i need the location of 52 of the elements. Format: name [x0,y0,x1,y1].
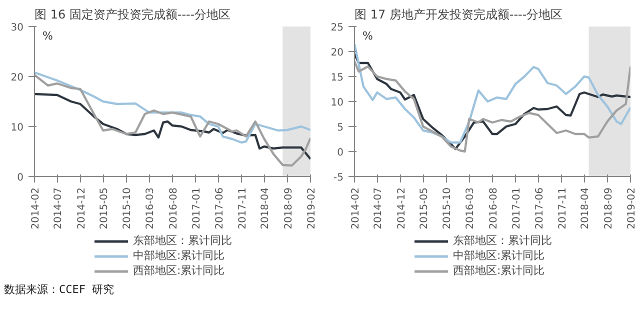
y-tick-label: 10 [10,122,24,134]
x-tick-label: 2018-04 [580,187,592,230]
line-series [354,42,630,144]
legend-label: 中部地区:累计同比 [133,248,225,263]
y-tick-label: 0 [17,172,24,184]
x-tick-label: 2014-12 [76,187,88,230]
x-tick-label: 2016-08 [168,187,180,230]
y-tick-label: 30 [10,22,24,34]
legend-label: 西部地区:累计同比 [133,263,225,278]
y-axis-title: % [362,30,373,42]
legend-label: 东部地区：累计同比 [453,233,552,248]
x-tick-label: 2016-03 [145,187,156,230]
x-tick-label: 2018-09 [603,187,614,230]
chart-title: 图 16 固定资产投资完成额----分地区 [34,8,231,22]
x-tick-label: 2019-02 [306,187,318,230]
legend-label: 东部地区：累计同比 [133,233,232,248]
x-tick-label: 2014-12 [396,187,408,230]
y-tick-label: 0 [337,148,344,158]
x-tick-label: 2018-09 [283,187,294,230]
y-tick-label: 5 [337,122,344,134]
x-tick-label: 2017-06 [534,187,546,230]
x-tick-label: 2017-11 [237,187,248,230]
x-tick-label: 2017-01 [511,187,522,230]
y-tick-label: 10 [330,98,344,108]
x-tick-label: 2015-10 [442,187,454,230]
y-tick-label: 25 [330,22,344,34]
x-tick-label: 2017-06 [214,187,226,230]
line-series [34,74,310,167]
x-tick-label: 2017-01 [191,187,202,230]
x-tick-label: 2017-11 [557,187,568,230]
line-series [34,92,310,160]
x-tick-label: 2015-05 [99,187,110,230]
y-tick-label: -5 [334,172,344,184]
x-tick-label: 2014-07 [53,187,64,230]
x-tick-label: 2014-07 [373,187,384,230]
legend-label: 西部地区:累计同比 [453,263,545,278]
chart-title: 图 17 房地产开发投资完成额----分地区 [354,8,563,22]
y-axis-title: % [42,30,53,42]
x-tick-label: 2015-05 [419,187,430,230]
x-tick-label: 2014-02 [30,187,42,230]
x-tick-label: 2016-08 [488,187,500,230]
x-tick-label: 2014-02 [350,187,362,230]
y-tick-label: 20 [330,48,344,58]
x-tick-label: 2016-03 [465,187,476,230]
source-note: 数据来源：CCEF 研究 [4,282,114,298]
y-tick-label: 15 [330,72,344,84]
y-tick-label: 20 [10,72,24,84]
x-tick-label: 2019-02 [626,187,638,230]
legend-label: 中部地区:累计同比 [453,248,545,263]
line-series [34,71,310,144]
x-tick-label: 2018-04 [260,187,272,230]
x-tick-label: 2015-10 [122,187,134,230]
